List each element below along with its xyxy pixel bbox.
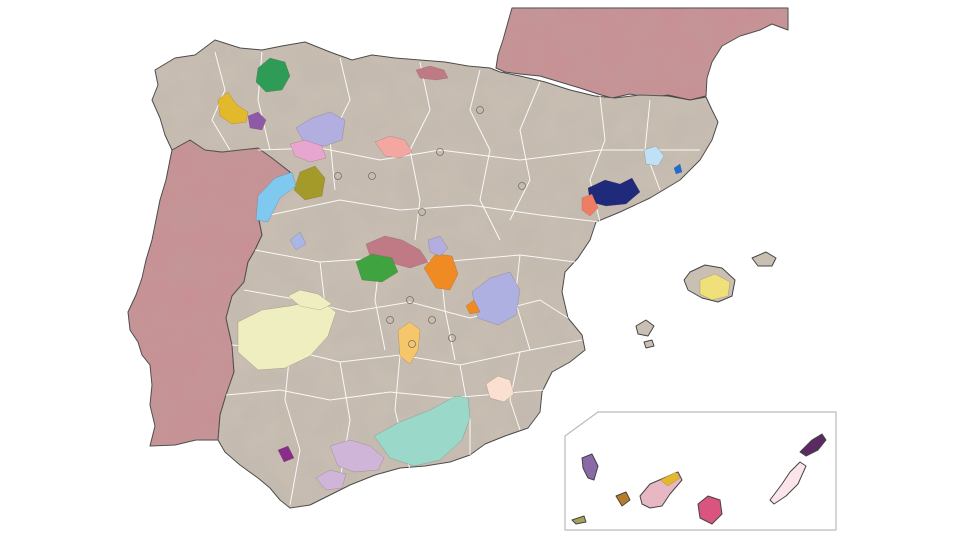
canary-islands-inset xyxy=(564,411,837,531)
wine-region xyxy=(277,445,295,463)
wine-region xyxy=(427,235,449,257)
wine-region xyxy=(485,375,515,403)
wine-region xyxy=(289,231,307,251)
map-markers xyxy=(334,106,526,348)
wine-region xyxy=(287,289,333,311)
ibiza-island xyxy=(635,319,655,337)
wine-region xyxy=(255,57,291,93)
wine-region xyxy=(699,273,731,301)
lanzarote-island xyxy=(799,433,827,457)
wine-region xyxy=(329,439,385,473)
wine-region xyxy=(581,193,599,217)
wine-region xyxy=(217,91,249,125)
wine-region xyxy=(247,111,267,131)
menorca-island xyxy=(751,251,777,267)
la-palma-island xyxy=(581,453,599,481)
wine-region xyxy=(289,139,327,163)
wine-region xyxy=(355,253,399,283)
relief-shading-portugal xyxy=(128,140,290,446)
inset-frame xyxy=(564,411,837,531)
wine-region xyxy=(397,321,421,365)
la-gomera-island xyxy=(615,491,631,507)
wine-region xyxy=(374,135,413,159)
relief-shading-france xyxy=(496,8,788,100)
wine-region xyxy=(373,395,471,467)
fuerteventura-island xyxy=(769,461,807,505)
wine-region xyxy=(471,271,521,326)
tenerife-region xyxy=(659,471,681,487)
wine-region xyxy=(643,145,665,167)
wine-region xyxy=(255,171,297,223)
wine-regions xyxy=(217,57,731,491)
gran-canaria-island xyxy=(697,495,723,525)
wine-region xyxy=(465,299,481,315)
formentera-island xyxy=(643,339,655,349)
wine-region xyxy=(237,299,337,371)
wine-region xyxy=(293,165,326,201)
el-hierro-island xyxy=(571,515,587,525)
wine-region xyxy=(415,65,449,81)
wine-region xyxy=(315,469,347,491)
wine-region xyxy=(673,163,683,175)
